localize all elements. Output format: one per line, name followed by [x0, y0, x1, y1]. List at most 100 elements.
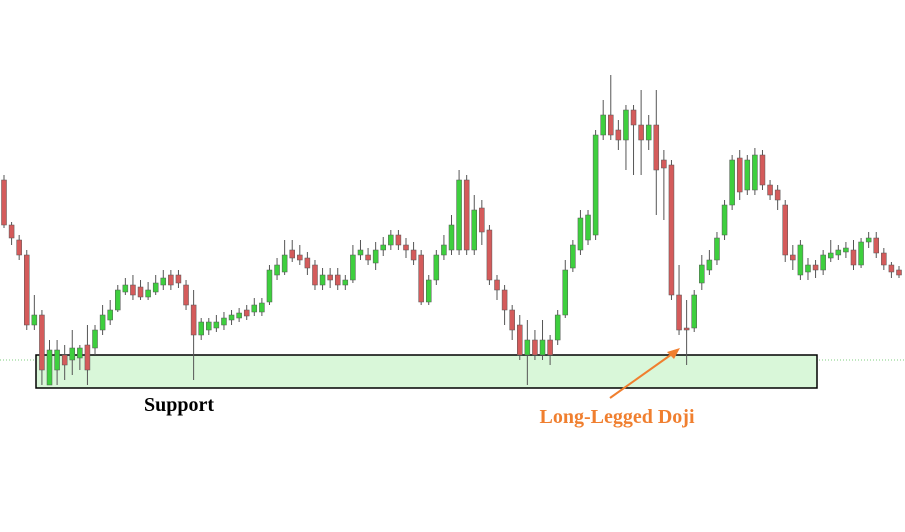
- candle-body: [92, 329, 98, 349]
- annotation-arrow: [609, 353, 673, 399]
- candle-body: [805, 264, 811, 273]
- candle-body: [676, 294, 682, 331]
- candle-body: [448, 224, 455, 251]
- candle-body: [896, 269, 902, 276]
- candle-body: [388, 234, 394, 246]
- candle-body: [645, 124, 652, 141]
- candle-body: [797, 244, 804, 276]
- candle-body: [297, 254, 303, 261]
- candle-body: [183, 284, 189, 306]
- candle-body: [729, 159, 735, 206]
- candle-body: [152, 282, 159, 293]
- candle-body: [395, 234, 402, 246]
- candle-body: [767, 184, 773, 196]
- candle-body: [403, 244, 409, 251]
- candle-body: [160, 277, 167, 286]
- candle-body: [699, 264, 705, 284]
- candle-body: [54, 349, 60, 371]
- candle-body: [661, 159, 667, 169]
- candle-body: [744, 159, 751, 191]
- candle-body: [312, 264, 318, 286]
- candle-body: [198, 321, 204, 336]
- candle-body: [115, 289, 121, 311]
- candle-body: [850, 249, 857, 266]
- candle-body: [31, 314, 38, 326]
- candle-body: [456, 179, 462, 251]
- candle-body: [425, 279, 432, 303]
- support-zone: [35, 354, 818, 389]
- candle-body: [213, 321, 220, 329]
- candle-body: [372, 249, 379, 264]
- candle-body: [570, 244, 576, 269]
- candle-body: [24, 254, 30, 326]
- candle-body: [873, 237, 879, 254]
- candle-body: [8, 224, 15, 239]
- candle-body: [342, 279, 349, 286]
- candle-body: [327, 274, 333, 281]
- candles: [1, 75, 902, 386]
- candle-body: [122, 284, 129, 293]
- candle-body: [623, 109, 629, 141]
- candle-body: [812, 264, 819, 271]
- candle-body: [84, 344, 91, 371]
- candle-body: [334, 274, 341, 286]
- candle-body: [463, 179, 470, 251]
- candle-body: [175, 274, 182, 284]
- candle-body: [683, 327, 690, 331]
- candle-body: [410, 249, 417, 261]
- candle-body: [585, 214, 591, 241]
- candle-body: [706, 259, 713, 271]
- candle-body: [471, 209, 478, 251]
- candle-body: [820, 254, 826, 271]
- candle-body: [554, 314, 561, 341]
- candle-body: [46, 349, 53, 386]
- candle-body: [532, 339, 538, 356]
- candle-body: [577, 217, 584, 251]
- candle-body: [145, 289, 151, 298]
- candle-body: [501, 289, 508, 311]
- candle-body: [228, 314, 235, 321]
- support-label: Support: [144, 394, 214, 416]
- candle-body: [433, 254, 440, 281]
- candle-body: [1, 179, 7, 226]
- candle-body: [99, 314, 106, 331]
- candle-body: [782, 204, 788, 256]
- candle-body: [736, 157, 743, 193]
- candle-body: [691, 294, 697, 329]
- candle-body: [888, 264, 895, 273]
- candle-body: [858, 241, 864, 266]
- candle-body: [236, 312, 242, 319]
- candle-body: [827, 252, 834, 259]
- candle-body: [266, 269, 273, 303]
- candle-body: [759, 154, 766, 186]
- candle-body: [881, 252, 887, 266]
- candle-body: [274, 264, 280, 276]
- candle-body: [77, 347, 83, 359]
- candle-body: [752, 154, 758, 191]
- candle-body: [592, 134, 599, 236]
- doji-label: Long-Legged Doji: [540, 406, 695, 428]
- candle-body: [494, 279, 500, 291]
- candle-body: [304, 257, 311, 269]
- candle-body: [668, 164, 675, 296]
- candle-body: [441, 244, 447, 256]
- candle-body: [865, 237, 872, 243]
- candle-body: [259, 302, 265, 313]
- candle-body: [653, 124, 660, 171]
- candle-body: [365, 254, 371, 261]
- candle-body: [562, 269, 569, 316]
- candle-body: [486, 229, 493, 281]
- candle-body: [61, 354, 68, 366]
- candle-body: [714, 237, 720, 261]
- candle-body: [289, 249, 295, 259]
- candle-body: [190, 304, 197, 336]
- candle-body: [608, 114, 614, 136]
- candle-body: [243, 309, 250, 317]
- candle-body: [835, 249, 842, 256]
- candle-body: [721, 204, 728, 236]
- candle-body: [774, 189, 781, 201]
- candle-body: [16, 239, 22, 256]
- candle-body: [524, 339, 531, 356]
- candle-body: [600, 114, 606, 136]
